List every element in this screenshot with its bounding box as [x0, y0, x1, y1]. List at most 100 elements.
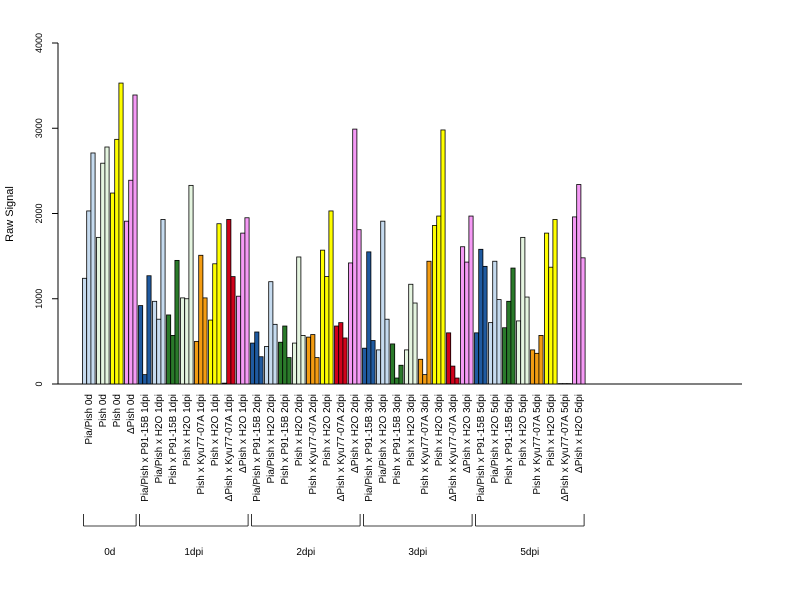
y-tick-label: 4000 — [34, 33, 44, 53]
bar — [544, 232, 550, 385]
bar — [324, 276, 330, 385]
bar — [530, 349, 536, 385]
bar — [170, 335, 176, 385]
bar — [96, 236, 102, 385]
bar — [474, 332, 480, 385]
bar — [328, 210, 334, 385]
x-tick-label: Pia/Pish x P91-15B 1dpi — [140, 394, 151, 502]
bar — [250, 342, 256, 385]
bar — [334, 325, 340, 385]
bar — [370, 340, 376, 385]
bar — [450, 365, 456, 385]
bar — [338, 322, 344, 385]
bar — [534, 352, 540, 385]
x-tick-label: Pish x H2O 5dpi — [518, 394, 529, 466]
group-label: 1dpi — [184, 547, 203, 558]
bar — [222, 382, 228, 385]
bar — [254, 331, 260, 385]
y-tick-label: 1000 — [34, 289, 44, 309]
bar — [516, 320, 522, 385]
bar — [236, 295, 242, 385]
bar — [268, 281, 274, 385]
bar — [184, 298, 190, 385]
bar — [538, 335, 544, 385]
bar — [366, 251, 372, 385]
bar — [198, 254, 204, 385]
bar — [230, 276, 236, 385]
x-tick-label: Pish x Kyu77-07A 5dpi — [532, 394, 543, 495]
x-tick-label: Pish x H2O 1dpi — [182, 394, 193, 466]
bar — [132, 94, 138, 385]
x-tick-label: Pish x P91-15B 1dpi — [168, 394, 179, 485]
bar — [278, 341, 284, 385]
bar — [576, 184, 582, 385]
bar — [384, 318, 390, 385]
bar — [404, 349, 410, 385]
bar — [468, 215, 474, 385]
bar — [320, 249, 326, 385]
bar — [412, 302, 418, 385]
group-brackets: 0d 1dpi 2dpi 3dpi 5dpi — [83, 514, 585, 558]
x-tick-label: ΔPish 0d — [126, 394, 137, 434]
bar — [286, 357, 292, 385]
x-tick-label: Pish x P91-15B 3dpi — [392, 394, 403, 485]
bar — [348, 262, 354, 385]
x-tick-labels: Pia/Pish 0d Pish 0d Pish 0d ΔPish 0d Pia/Pis… — [84, 394, 585, 502]
x-tick-label: Pish x P91-15B 2dpi — [280, 394, 291, 485]
bar — [226, 219, 232, 385]
x-tick-label: Pish x Kyu77-07A 3dpi — [420, 394, 431, 495]
x-tick-label: ΔPish x Kyu77-07A 3dpi — [448, 394, 459, 501]
bar — [156, 318, 162, 385]
bar — [174, 259, 180, 385]
bar — [202, 297, 208, 385]
bar — [314, 357, 320, 385]
bar — [460, 246, 466, 385]
x-tick-label: Pish x H2O 3dpi — [406, 394, 417, 466]
bar — [258, 356, 264, 385]
bar — [352, 128, 358, 385]
bar — [440, 129, 446, 385]
bar — [506, 300, 512, 385]
x-tick-label: Pish x H2O 3dpi — [434, 394, 445, 466]
y-tick-label: 2000 — [34, 203, 44, 223]
bar — [138, 305, 144, 385]
bar — [264, 346, 270, 385]
bar — [548, 266, 554, 385]
bar — [520, 236, 526, 385]
bar — [478, 248, 484, 385]
bar — [240, 232, 246, 385]
group-label: 0d — [104, 547, 115, 558]
bar — [104, 146, 110, 385]
bar — [86, 210, 92, 385]
bar — [580, 257, 586, 385]
bar — [488, 322, 494, 385]
bar — [166, 314, 172, 385]
x-tick-label: Pia/Pish x H2O 3dpi — [378, 394, 389, 484]
bar — [502, 327, 508, 385]
bar — [272, 323, 278, 385]
bar — [110, 192, 116, 385]
y-tick-label: 0 — [34, 381, 44, 386]
bar — [292, 342, 298, 385]
x-tick-label: Pish 0d — [98, 394, 109, 427]
x-tick-label: Pia/Pish x H2O 2dpi — [266, 394, 277, 484]
x-tick-label: ΔPish x H2O 5dpi — [574, 394, 585, 473]
bar — [306, 336, 312, 385]
x-tick-label: ΔPish x H2O 3dpi — [462, 394, 473, 473]
bar — [82, 277, 88, 385]
bar — [380, 220, 386, 385]
bar — [552, 219, 558, 385]
bar — [342, 337, 348, 385]
bar — [492, 260, 498, 385]
bar — [216, 223, 222, 385]
bar — [90, 152, 96, 385]
bar — [376, 349, 382, 385]
group-label: 3dpi — [408, 547, 427, 558]
bar — [160, 219, 166, 385]
bar — [454, 377, 460, 385]
x-tick-label: ΔPish x H2O 1dpi — [238, 394, 249, 473]
bars — [82, 82, 586, 385]
bar — [426, 260, 432, 385]
bar — [212, 263, 218, 385]
